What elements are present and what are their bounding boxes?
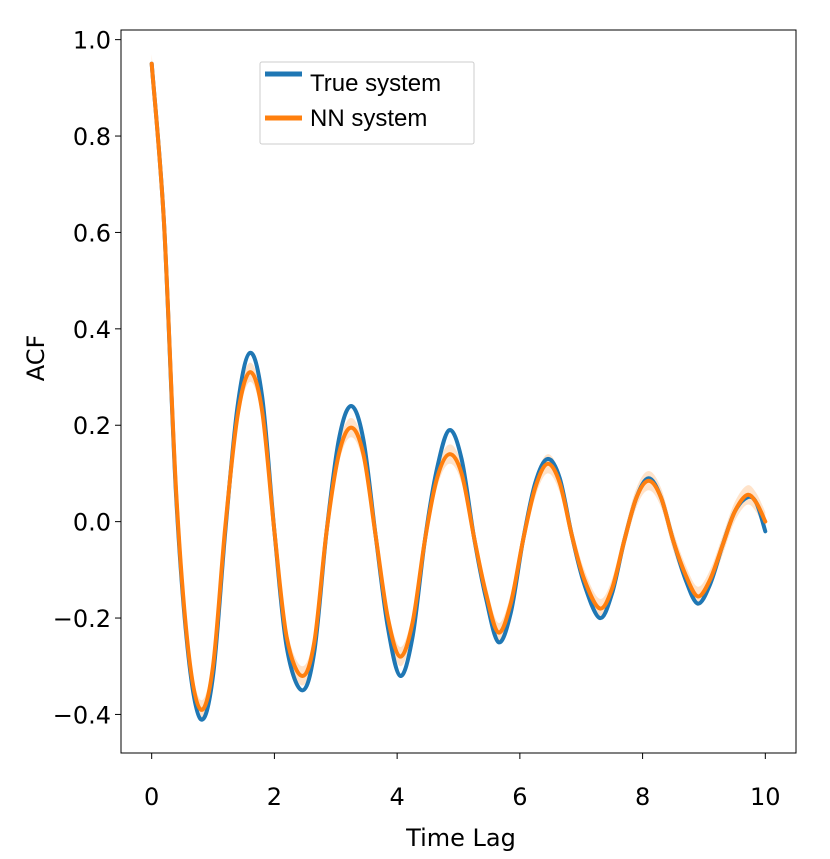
legend-label-nn-system: NN system [310,105,427,132]
y-tick-label: −0.2 [53,605,111,633]
legend-label-true-system: True system [310,70,441,97]
y-tick-label: 0.4 [73,316,111,344]
series-layer [149,54,768,722]
plot-frame [120,29,797,754]
y-tick-label: 0.0 [73,509,111,537]
y-tick-label: 0.2 [73,412,111,440]
x-tick-label: 6 [512,783,527,811]
legend-box [259,61,475,145]
x-tick-label: 10 [750,783,781,811]
y-axis-label: ACF [22,335,50,382]
x-tick-label: 0 [144,783,159,811]
x-tick-label: 8 [635,783,650,811]
x-tick-label: 2 [267,783,282,811]
y-axis-ticks: −0.4 −0.2 0.0 0.2 0.4 0.6 0.8 1.0 [53,27,121,729]
legend: True system NN system [259,61,475,145]
x-axis-label: Time Lag [405,824,516,852]
y-tick-label: 1.0 [73,27,111,55]
y-tick-label: −0.4 [53,701,111,729]
y-tick-label: 0.6 [73,219,111,247]
x-axis-ticks: 0 2 4 6 8 10 [144,753,781,811]
x-tick-label: 4 [389,783,404,811]
y-tick-label: 0.8 [73,123,111,151]
series-line-nn-system [149,61,768,712]
